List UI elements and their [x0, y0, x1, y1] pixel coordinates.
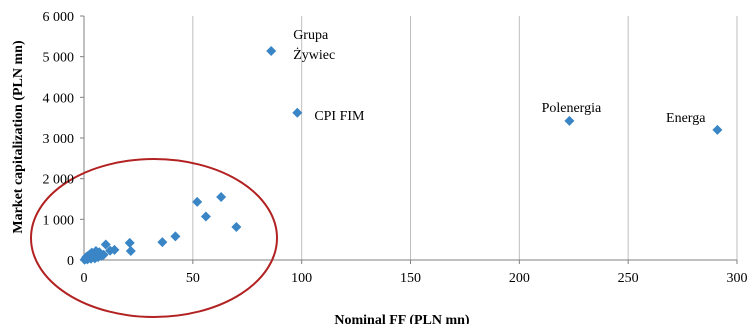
data-point: [109, 244, 120, 255]
y-tick-label: 3 000: [43, 132, 75, 147]
data-point: [712, 124, 723, 135]
data-point: [170, 231, 181, 242]
data-point: [231, 222, 242, 233]
annotation-layer: [30, 158, 278, 318]
data-point: [200, 211, 211, 222]
data-point: [192, 196, 203, 207]
data-point: [94, 247, 105, 258]
point-label: CPI FIM: [314, 109, 365, 124]
y-tick-label: 6 000: [43, 10, 75, 25]
y-axis-title: Market capitalization (PLN mn): [11, 40, 26, 234]
x-tick-label: 200: [509, 271, 530, 286]
data-point: [216, 191, 227, 202]
highlight-ellipse: [30, 158, 278, 318]
data-point: [157, 237, 168, 248]
data-point: [564, 115, 575, 126]
data-point: [98, 249, 109, 260]
x-tick-label: 50: [186, 271, 200, 286]
y-tick-label: 5 000: [43, 51, 75, 66]
y-tick-label: 0: [67, 254, 74, 269]
data-point: [124, 237, 135, 248]
x-tick-label: 150: [400, 271, 421, 286]
y-tick-label: 1 000: [43, 213, 75, 228]
axis-layer: [80, 15, 738, 264]
data-point: [125, 246, 136, 257]
point-label: Grupa Żywiec: [293, 28, 335, 63]
data-point: [100, 239, 111, 250]
point-label: Polenergia: [542, 101, 602, 116]
point-layer: [79, 45, 723, 265]
y-tick-label: 2 000: [43, 173, 75, 188]
point-label: Energa: [666, 111, 706, 126]
y-tick-label: 4 000: [43, 91, 75, 106]
label-layer: Grupa Żywiec CPI FIM Polenergia Energa: [293, 28, 706, 126]
x-tick-label: 100: [291, 271, 312, 286]
x-tick-label: 0: [81, 271, 88, 286]
x-axis-title: Nominal FF (PLN mn): [334, 313, 470, 324]
grid-layer: [192, 16, 738, 260]
x-tick-label: 250: [618, 271, 639, 286]
x-tick-label: 300: [727, 271, 747, 286]
data-point: [266, 45, 277, 56]
data-point: [292, 107, 303, 118]
tick-layer: 0 1 000 2 000 3 000 4 000 5 000 6 000 0 50 100 150…: [43, 10, 747, 286]
